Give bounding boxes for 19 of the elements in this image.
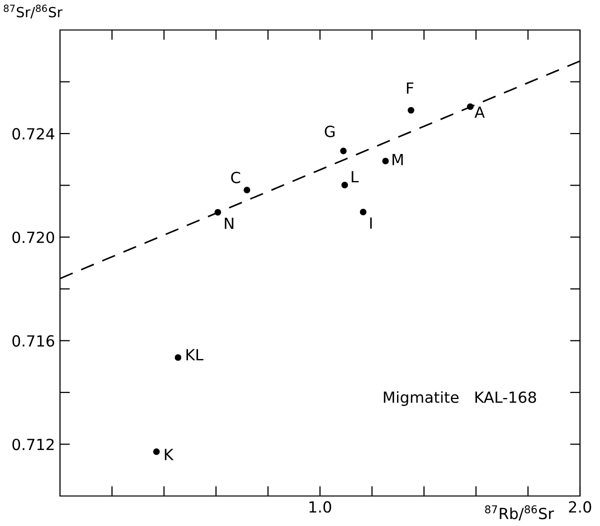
x-tick-label: 2.0 xyxy=(568,501,592,513)
annotation: I xyxy=(370,218,372,229)
y-tick-label: 0.720 xyxy=(12,232,54,244)
annotation: L xyxy=(352,171,359,182)
annotation: KL xyxy=(186,349,204,360)
x-axis-title: $^{87}$Rb/$^{86}$Sr xyxy=(485,505,554,520)
y-tick-label: 0.712 xyxy=(12,438,54,450)
y-axis-title: $^{87}$Sr/$^{86}$Sr xyxy=(4,4,62,18)
annotation: G xyxy=(324,126,335,138)
annotation: F xyxy=(406,82,414,94)
annotation: A xyxy=(474,106,485,118)
x-tick-label: 1.0 xyxy=(310,501,332,513)
y-tick-label: 0.724 xyxy=(12,128,54,140)
annotation: N xyxy=(224,218,234,229)
annotation: C xyxy=(231,172,240,184)
y-tick-label: 0.716 xyxy=(12,335,54,347)
annotation: K xyxy=(164,448,174,460)
annotation: M xyxy=(392,154,403,166)
annotation: Migmatite KAL-168 xyxy=(384,391,536,406)
